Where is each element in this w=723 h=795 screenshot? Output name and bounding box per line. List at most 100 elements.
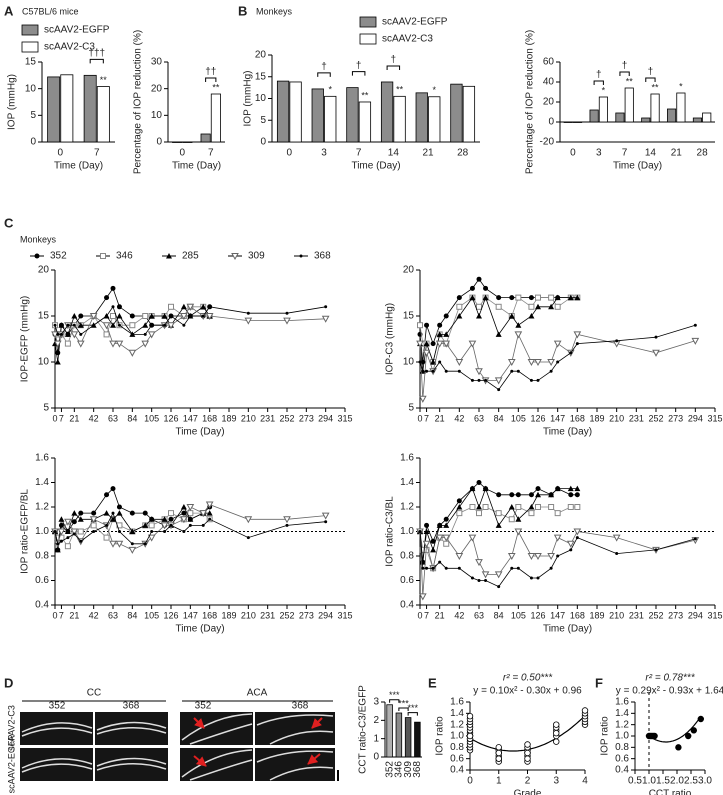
- x-tick-label: 1: [496, 776, 502, 787]
- point: [495, 749, 502, 757]
- marker: [129, 510, 135, 516]
- x-tick-label: 21: [69, 413, 79, 423]
- y-tick-label: 15: [255, 71, 267, 82]
- marker: [117, 323, 121, 327]
- eye-label: 368: [123, 701, 140, 712]
- marker: [430, 538, 436, 544]
- fit-curve: [648, 716, 702, 743]
- marker: [548, 294, 555, 301]
- marker: [77, 322, 84, 328]
- y-tick-label: 0.8: [615, 742, 629, 753]
- marker: [470, 378, 474, 382]
- marker: [484, 378, 488, 382]
- x-tick-label: 105: [511, 413, 526, 423]
- marker: [482, 485, 489, 492]
- legend-label: 368: [314, 251, 331, 262]
- y-tick-label: 1.2: [615, 719, 629, 730]
- y-tick-label: 0.6: [400, 575, 414, 586]
- panel-label: C: [4, 215, 14, 230]
- marker: [160, 522, 169, 530]
- marker: [476, 480, 482, 485]
- marker: [71, 313, 78, 319]
- x-tick-label: 21: [671, 148, 683, 159]
- x-tick-label: 7: [59, 610, 64, 620]
- marker: [71, 510, 78, 516]
- x-tick-label: 105: [144, 413, 159, 423]
- y-axis-title: IOP ratio: [435, 716, 446, 756]
- marker: [103, 331, 110, 338]
- marker: [515, 492, 521, 498]
- marker: [129, 528, 136, 534]
- marker: [103, 534, 110, 541]
- marker: [495, 522, 502, 528]
- y-tick-label: 15: [38, 311, 50, 322]
- marker: [54, 359, 61, 365]
- marker: [556, 554, 560, 558]
- marker: [246, 536, 250, 540]
- bar: [624, 87, 634, 123]
- y-axis-title: IOP (mmHg): [7, 74, 18, 130]
- y-tick-label: 1.4: [35, 477, 49, 488]
- bar: [210, 93, 221, 143]
- legend-label: scAAV2-C3: [382, 34, 433, 45]
- marker: [693, 537, 697, 541]
- marker: [575, 536, 579, 540]
- y-tick-label: 20: [255, 50, 267, 61]
- marker: [497, 585, 501, 589]
- bar: [415, 92, 428, 143]
- bracket: [89, 58, 104, 64]
- fit-equation: y = 0.10x² - 0.30x + 0.96: [473, 686, 582, 697]
- image: [255, 748, 335, 781]
- y-tick-label: 1.6: [615, 697, 629, 708]
- marker: [574, 492, 580, 498]
- x-tick-label: 126: [163, 610, 178, 620]
- marker: [142, 522, 149, 528]
- marker: [418, 593, 427, 601]
- series-line: [54, 504, 326, 551]
- x-tick-label: 7: [424, 610, 429, 620]
- marker: [554, 485, 561, 492]
- marker: [567, 294, 574, 301]
- y-tick-label: 0.8: [450, 742, 464, 753]
- y-tick-label: 0.6: [615, 753, 629, 764]
- point: [495, 755, 502, 762]
- point: [697, 715, 704, 723]
- marker: [484, 579, 488, 582]
- panel-label: D: [4, 675, 13, 690]
- x-axis-title: CCT ratio: [649, 789, 692, 795]
- point: [651, 732, 658, 740]
- marker: [507, 553, 516, 561]
- marker: [549, 369, 553, 373]
- marker: [421, 369, 425, 373]
- marker: [494, 571, 503, 579]
- marker: [285, 311, 289, 315]
- marker: [527, 553, 536, 561]
- marker: [187, 516, 194, 522]
- marker: [554, 294, 561, 301]
- x-tick-label: 63: [108, 610, 118, 620]
- marker: [150, 323, 154, 327]
- arrow: [311, 717, 323, 729]
- marker: [89, 313, 98, 321]
- subtitle: Monkeys: [256, 6, 293, 16]
- marker: [70, 331, 79, 339]
- x-tick-label: 315: [707, 610, 722, 620]
- marker: [495, 331, 502, 337]
- marker: [438, 560, 442, 564]
- y-axis-title: IOP (mmHg): [243, 71, 254, 127]
- legend-marker: [299, 254, 303, 258]
- x-axis-title: Time (Day): [175, 624, 224, 635]
- bracket-label: ††: [205, 67, 216, 78]
- y-tick-label: 20: [38, 265, 50, 276]
- series-line: [419, 333, 696, 399]
- panel-label: F: [595, 675, 603, 690]
- marker: [141, 340, 150, 348]
- marker: [554, 510, 561, 517]
- y-tick-label: 15: [403, 311, 415, 322]
- marker: [507, 359, 516, 367]
- x-tick-label: 42: [454, 413, 464, 423]
- bar: [563, 121, 573, 123]
- point: [553, 738, 560, 745]
- marker: [615, 339, 619, 343]
- bracket-label: †††: [88, 48, 105, 59]
